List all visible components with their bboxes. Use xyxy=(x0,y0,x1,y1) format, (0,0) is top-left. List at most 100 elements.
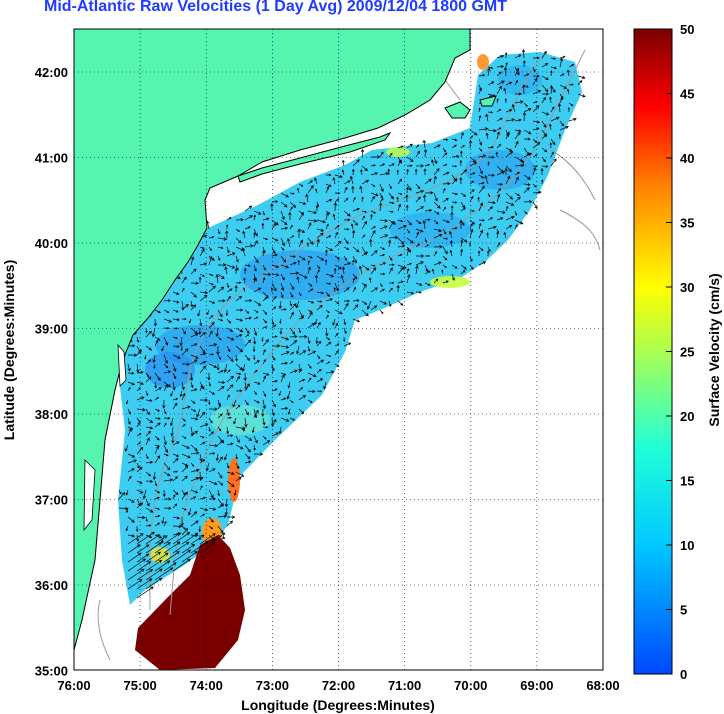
velocity-arrow xyxy=(217,504,224,509)
velocity-arrow xyxy=(460,264,467,270)
velocity-arrow xyxy=(127,363,131,372)
velocity-arrow xyxy=(487,192,491,198)
velocity-arrow xyxy=(532,167,537,176)
velocity-arrow xyxy=(460,239,464,248)
velocity-arrow xyxy=(541,134,547,140)
velocity-arrow xyxy=(424,208,433,212)
velocity-arrow xyxy=(181,327,186,335)
velocity-arrow xyxy=(270,287,273,293)
velocity-arrow xyxy=(244,244,254,248)
velocity-arrow xyxy=(451,144,457,149)
velocity-arrow xyxy=(496,117,503,122)
velocity-arrow xyxy=(136,544,150,554)
velocity-arrow xyxy=(153,318,158,327)
velocity-arrow xyxy=(351,229,356,239)
velocity-arrow xyxy=(261,408,265,418)
y-tick-label: 40:00 xyxy=(35,236,68,251)
velocity-arrow xyxy=(217,380,226,384)
velocity-arrow xyxy=(136,568,154,581)
velocity-arrow xyxy=(505,109,513,113)
velocity-arrow xyxy=(136,407,146,412)
velocity-arrow xyxy=(541,96,546,104)
velocity-arrow xyxy=(145,390,149,397)
velocity-arrow xyxy=(226,515,236,519)
velocity-arrow xyxy=(199,318,203,327)
velocity-arrow xyxy=(521,84,526,95)
velocity-arrow xyxy=(433,278,439,284)
velocity-arrow xyxy=(190,359,198,365)
velocity-arrow xyxy=(241,363,246,372)
velocity-arrow xyxy=(532,105,540,113)
velocity-arrow xyxy=(559,55,566,59)
velocity-arrow xyxy=(485,132,489,140)
velocity-arrow xyxy=(315,205,319,212)
velocity-arrow xyxy=(415,231,420,239)
velocity-arrow xyxy=(160,534,165,544)
velocity-arrow xyxy=(244,460,252,464)
velocity-arrow xyxy=(226,369,231,374)
velocity-arrow xyxy=(298,273,308,279)
velocity-arrow xyxy=(262,237,269,241)
velocity-arrow xyxy=(496,217,504,221)
velocity-arrow xyxy=(208,534,215,541)
velocity-arrow xyxy=(235,354,238,362)
velocity-arrow xyxy=(523,199,533,204)
velocity-arrow xyxy=(217,237,228,241)
velocity-arrow xyxy=(451,154,460,159)
velocity-arrow xyxy=(199,332,206,338)
velocity-arrow xyxy=(549,142,553,149)
velocity-arrow xyxy=(406,164,413,168)
velocity-arrow xyxy=(442,280,449,284)
velocity-arrow xyxy=(163,453,169,457)
velocity-arrow xyxy=(253,381,261,385)
velocity-arrow xyxy=(206,309,210,316)
velocity-arrow xyxy=(127,558,147,572)
velocity-arrow xyxy=(215,327,219,337)
velocity-arrow xyxy=(253,228,258,237)
velocity-arrow xyxy=(325,183,332,187)
velocity-arrow xyxy=(469,228,474,239)
velocity-arrow xyxy=(307,309,313,313)
velocity-arrow xyxy=(325,354,332,358)
velocity-arrow xyxy=(505,215,515,221)
velocity-arrow xyxy=(433,168,440,176)
velocity-arrow xyxy=(127,498,135,503)
velocity-arrow xyxy=(234,285,238,293)
velocity-arrow xyxy=(359,185,363,194)
velocity-arrow xyxy=(442,182,451,186)
velocity-arrow xyxy=(244,453,251,460)
velocity-arrow xyxy=(505,62,508,68)
velocity-arrow xyxy=(450,239,454,248)
y-axis-label: Latitude (Degrees:Minutes) xyxy=(1,260,17,440)
velocity-arrow xyxy=(343,197,349,203)
velocity-arrow xyxy=(163,562,177,572)
velocity-arrow xyxy=(496,230,500,239)
velocity-arrow xyxy=(289,282,295,291)
velocity-arrow xyxy=(316,300,323,303)
velocity-arrow xyxy=(514,129,522,133)
velocity-arrow xyxy=(422,139,427,149)
velocity-arrow xyxy=(253,390,257,395)
velocity-arrow xyxy=(271,388,278,392)
velocity-arrow xyxy=(136,349,142,356)
velocity-arrow xyxy=(388,235,399,240)
velocity-arrow xyxy=(307,350,317,356)
velocity-arrow xyxy=(199,441,206,446)
velocity-arrow xyxy=(514,54,522,59)
velocity-arrow xyxy=(152,354,156,363)
velocity-arrow xyxy=(190,304,197,311)
velocity-arrow xyxy=(442,228,447,235)
velocity-arrow xyxy=(172,489,179,495)
velocity-arrow xyxy=(125,399,129,405)
velocity-arrow xyxy=(469,219,476,225)
velocity-arrow xyxy=(532,120,541,124)
velocity-arrow xyxy=(154,560,171,572)
velocity-arrow xyxy=(163,299,171,303)
velocity-arrow xyxy=(388,239,392,248)
velocity-arrow xyxy=(514,210,518,216)
velocity-arrow xyxy=(370,267,377,275)
velocity-arrow xyxy=(532,56,540,60)
velocity-arrow xyxy=(154,381,158,389)
velocity-arrow xyxy=(145,417,154,424)
velocity-arrow xyxy=(172,381,176,391)
